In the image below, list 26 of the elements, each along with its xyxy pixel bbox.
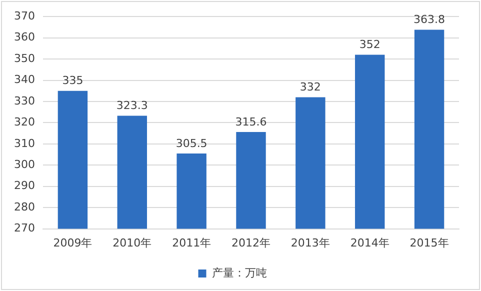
legend-label: 产量：万吨 [212, 266, 267, 280]
y-tick-label: 340 [14, 73, 35, 86]
y-tick-label: 280 [14, 200, 35, 214]
y-tick-label: 320 [14, 116, 35, 129]
y-tick-label: 290 [14, 179, 35, 192]
x-tick-label: 2014年 [350, 236, 390, 250]
y-tick-label: 360 [14, 30, 35, 44]
x-tick-label: 2012年 [232, 236, 270, 250]
x-tick-label: 2015年 [410, 236, 449, 250]
data-label: 315.6 [235, 115, 267, 128]
y-tick-label: 330 [14, 94, 35, 108]
data-label: 352 [359, 38, 380, 52]
data-label: 335 [62, 74, 84, 88]
y-tick-label: 350 [14, 52, 35, 65]
x-tick-label: 2011年 [172, 236, 212, 250]
x-tick-label: 2013年 [290, 236, 330, 250]
data-label: 332 [300, 80, 321, 94]
data-label: 323.3 [116, 99, 148, 112]
y-tick-label: 310 [14, 136, 35, 150]
y-tick-label: 370 [14, 9, 35, 22]
x-tick-label: 2009年 [53, 236, 92, 250]
data-label: 363.8 [414, 13, 446, 26]
y-tick-label: 270 [14, 222, 35, 235]
data-label: 305.5 [176, 136, 208, 150]
y-tick-label: 300 [14, 158, 35, 171]
x-tick-label: 2010年 [112, 236, 152, 250]
